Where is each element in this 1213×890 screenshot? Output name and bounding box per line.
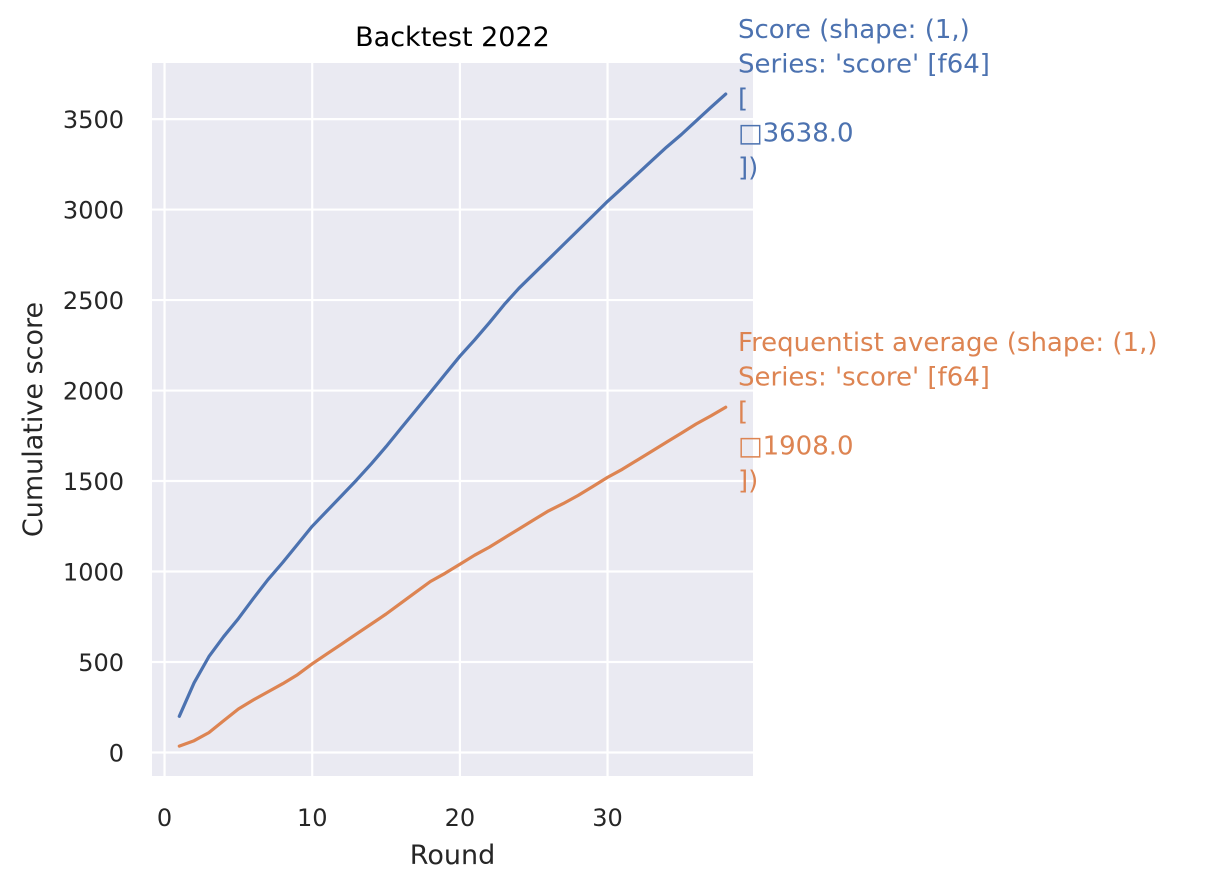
series-annotations: Score (shape: (1,) Series: 'score' [f64] [… [738,15,1157,496]
y-tick-label: 1500 [63,468,124,496]
annotation-frequentist: Frequentist average (shape: (1,) Series: … [738,328,1157,496]
y-tick-label: 2000 [63,378,124,406]
series-line-score [177,92,728,718]
annotation-line: □3638.0 [738,119,854,149]
x-tick-label: 30 [592,804,623,832]
series-lines [177,92,728,748]
y-tick-label: 1000 [63,559,124,587]
annotation-line: [ [738,84,748,114]
y-tick-label: 500 [78,649,124,677]
annotation-line: Series: 'score' [f64] [738,363,990,393]
y-tick-label: 3500 [63,106,124,134]
grid-lines [152,63,753,776]
tick-labels: 0 10 20 30 0 500 1000 1500 2000 2500 3000 3500 [63,106,623,832]
annotation-score: Score (shape: (1,) Series: 'score' [f64] [… [738,15,990,183]
annotation-line: [ [738,397,748,427]
x-tick-label: 20 [445,804,476,832]
series-line-frequentist [177,405,728,748]
y-axis-label: Cumulative score [18,302,49,537]
y-tick-label: 2500 [63,287,124,315]
annotation-line: Score (shape: (1,) [738,15,970,45]
y-tick-label: 0 [109,739,124,767]
annotation-line: ]) [738,153,758,183]
plot-area [152,63,753,776]
annotation-line: Frequentist average (shape: (1,) [738,328,1157,358]
annotation-line: ]) [738,466,758,496]
x-tick-label: 0 [157,804,172,832]
x-axis-label: Round [410,840,495,871]
y-tick-label: 3000 [63,197,124,225]
annotation-line: Series: 'score' [f64] [738,50,990,80]
chart-title: Backtest 2022 [355,22,550,53]
annotation-line: □1908.0 [738,432,854,462]
x-tick-label: 10 [297,804,328,832]
